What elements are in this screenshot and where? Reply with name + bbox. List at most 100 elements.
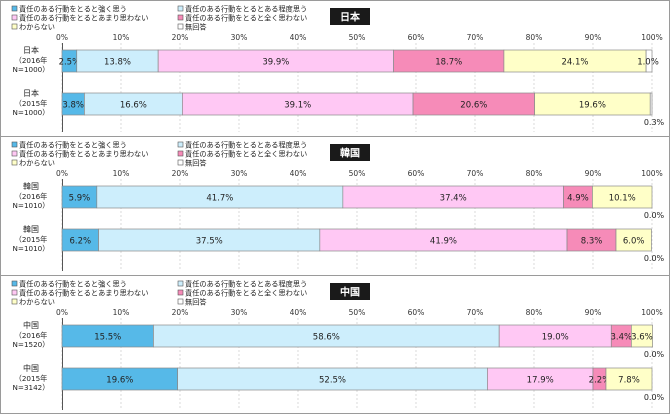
data-label: 0.0% <box>644 254 665 263</box>
x-tick-label: 70% <box>467 169 484 178</box>
category-label: （2015年 <box>15 235 48 244</box>
data-label: 1.0% <box>637 58 659 68</box>
x-tick-label: 50% <box>349 308 366 317</box>
legend-label: 責任のある行動をとるとあまり思わない <box>19 14 148 23</box>
panel-title: 韓国 <box>340 147 360 160</box>
data-label: 16.6% <box>120 101 147 111</box>
data-label: 0.0% <box>644 393 665 402</box>
data-label: 3.4% <box>611 333 633 343</box>
legend-swatch <box>11 141 18 148</box>
data-label: 15.5% <box>94 333 121 343</box>
data-label: 10.1% <box>609 194 636 204</box>
bar-segment <box>592 185 653 209</box>
category-label: （2016年 <box>15 192 48 201</box>
legend-label: 責任のある行動をとるとあまり思わない <box>19 289 148 298</box>
data-label: 19.6% <box>579 101 606 111</box>
x-tick-label: 70% <box>467 308 484 317</box>
category-label: （2015年 <box>15 99 48 108</box>
legend-swatch <box>11 289 18 296</box>
data-label: 3.6% <box>631 333 653 343</box>
x-tick-label: 70% <box>467 33 484 42</box>
x-tick-label: 0% <box>56 33 68 42</box>
x-tick-label: 30% <box>231 169 248 178</box>
legend-swatch <box>11 5 18 12</box>
category-label: N=1010） <box>13 244 50 253</box>
data-label: 41.9% <box>430 237 457 247</box>
x-tick-label: 60% <box>408 308 425 317</box>
category-label: 韓国 <box>23 224 39 234</box>
category-label: 韓国 <box>23 181 39 191</box>
x-tick-label: 20% <box>172 308 189 317</box>
x-tick-label: 60% <box>408 169 425 178</box>
data-label: 6.2% <box>69 237 91 247</box>
data-label: 39.1% <box>284 101 311 111</box>
data-label: 3.8% <box>62 101 84 111</box>
data-label: 0.3% <box>644 118 665 127</box>
x-tick-label: 10% <box>113 33 130 42</box>
data-label: 19.0% <box>542 333 569 343</box>
x-tick-label: 20% <box>172 33 189 42</box>
category-label: N=1520） <box>13 340 50 349</box>
data-label: 0.0% <box>644 211 665 220</box>
legend-swatch <box>11 150 18 157</box>
legend-label: 責任のある行動をとるとある程度思う <box>185 5 307 14</box>
data-label: 37.4% <box>440 194 467 204</box>
data-label: 58.6% <box>313 333 340 343</box>
data-label: 8.3% <box>581 237 603 247</box>
data-label: 19.6% <box>106 376 133 386</box>
data-label: 41.7% <box>206 194 233 204</box>
x-tick-label: 30% <box>231 33 248 42</box>
x-tick-label: 90% <box>585 33 602 42</box>
category-label: 日本 <box>23 88 39 98</box>
x-tick-label: 60% <box>408 33 425 42</box>
data-label: 13.8% <box>104 58 131 68</box>
x-tick-label: 90% <box>585 169 602 178</box>
data-label: 0.0% <box>644 350 665 359</box>
legend-label: 無回答 <box>185 23 207 32</box>
data-label: 52.5% <box>319 376 346 386</box>
category-label: （2016年 <box>15 56 48 65</box>
x-tick-label: 100% <box>641 169 662 178</box>
legend-swatch <box>11 23 18 30</box>
legend-swatch <box>177 5 184 12</box>
legend-swatch <box>177 150 184 157</box>
legend-label: 責任のある行動をとるとある程度思う <box>185 280 307 289</box>
category-label: 日本 <box>23 45 39 55</box>
x-tick-label: 40% <box>290 33 307 42</box>
data-label: 7.8% <box>618 376 640 386</box>
legend-label: 責任のある行動をとると全く思わない <box>185 14 307 23</box>
panel-title: 中国 <box>340 286 360 299</box>
legend-swatch <box>177 159 184 166</box>
data-label: 39.9% <box>262 58 289 68</box>
legend-label: 責任のある行動をとると強く思う <box>19 141 127 150</box>
legend-label: 責任のある行動をとるとある程度思う <box>185 141 307 150</box>
bar-segment <box>615 228 652 252</box>
x-tick-label: 30% <box>231 308 248 317</box>
x-tick-label: 10% <box>113 308 130 317</box>
data-label: 37.5% <box>196 237 223 247</box>
legend-swatch <box>11 14 18 21</box>
panel-title-box <box>330 144 370 161</box>
x-tick-label: 80% <box>526 33 543 42</box>
legend-swatch <box>177 14 184 21</box>
x-tick-label: 80% <box>526 308 543 317</box>
data-label: 2.2% <box>589 376 611 386</box>
data-label: 17.9% <box>527 376 554 386</box>
legend-label: 無回答 <box>185 298 207 307</box>
category-label: N=1010） <box>13 201 50 210</box>
x-tick-label: 50% <box>349 169 366 178</box>
data-label: 24.1% <box>561 58 588 68</box>
data-label: 5.9% <box>69 194 91 204</box>
category-label: N=1000） <box>13 108 50 117</box>
bar-segment <box>605 367 653 391</box>
legend-swatch <box>177 23 184 30</box>
legend-label: 責任のある行動をとると全く思わない <box>185 289 307 298</box>
x-tick-label: 40% <box>290 308 307 317</box>
x-tick-label: 40% <box>290 169 307 178</box>
legend-swatch <box>11 159 18 166</box>
data-label: 18.7% <box>435 58 462 68</box>
legend-swatch <box>11 298 18 305</box>
bar-segment <box>630 324 653 348</box>
legend-label: わからない <box>19 298 55 307</box>
x-tick-label: 100% <box>641 33 662 42</box>
